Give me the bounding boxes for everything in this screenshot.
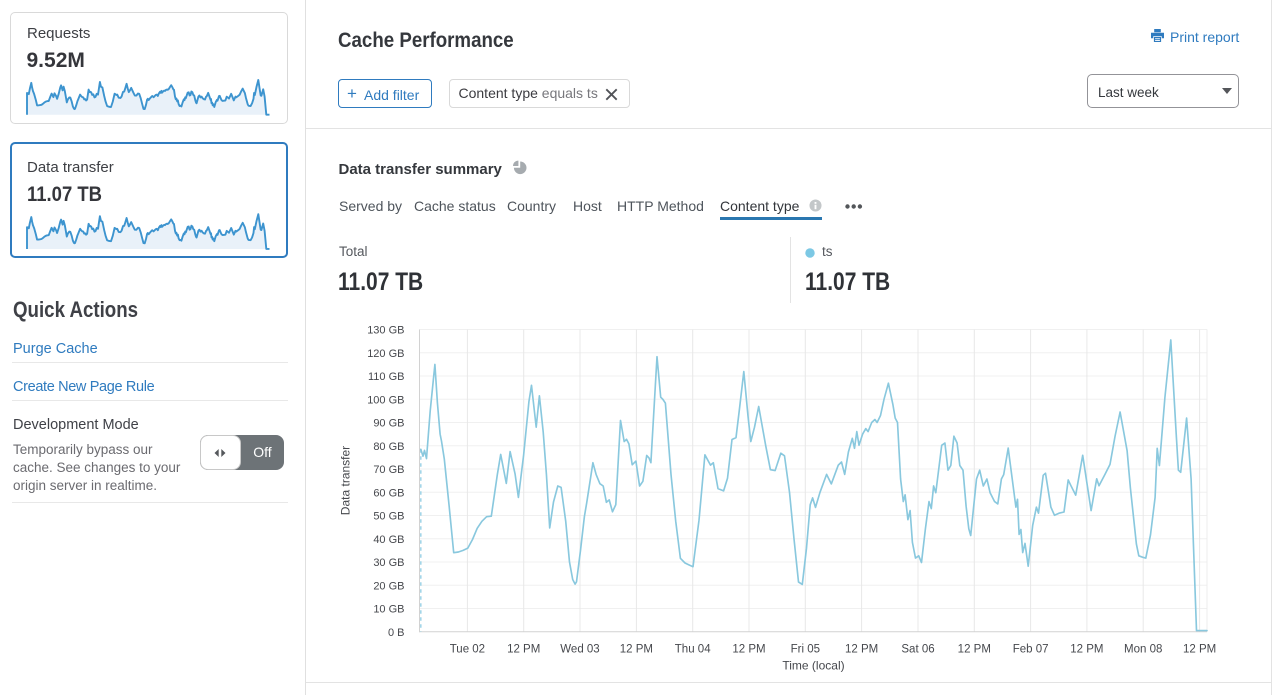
svg-text:40 GB: 40 GB bbox=[373, 534, 404, 546]
svg-text:100 GB: 100 GB bbox=[367, 394, 404, 406]
svg-text:12 PM: 12 PM bbox=[1070, 644, 1103, 656]
svg-text:12 PM: 12 PM bbox=[845, 644, 878, 656]
svg-text:Time (local): Time (local) bbox=[782, 659, 844, 673]
svg-text:Feb 07: Feb 07 bbox=[1013, 644, 1049, 656]
svg-text:110 GB: 110 GB bbox=[368, 371, 405, 383]
svg-text:Fri 05: Fri 05 bbox=[791, 644, 820, 656]
svg-text:30 GB: 30 GB bbox=[373, 557, 404, 569]
svg-text:Data transfer: Data transfer bbox=[339, 446, 353, 515]
svg-text:Tue 02: Tue 02 bbox=[450, 644, 485, 656]
svg-text:Mon 08: Mon 08 bbox=[1124, 644, 1162, 656]
svg-text:60 GB: 60 GB bbox=[373, 487, 404, 499]
svg-text:20 GB: 20 GB bbox=[373, 580, 404, 592]
svg-text:Sat 06: Sat 06 bbox=[901, 644, 934, 656]
svg-text:130 GB: 130 GB bbox=[367, 325, 404, 337]
svg-text:12 PM: 12 PM bbox=[958, 644, 991, 656]
svg-text:10 GB: 10 GB bbox=[373, 604, 404, 616]
svg-text:Wed 03: Wed 03 bbox=[560, 644, 599, 656]
svg-text:12 PM: 12 PM bbox=[620, 644, 653, 656]
svg-text:Thu 04: Thu 04 bbox=[675, 644, 711, 656]
svg-text:120 GB: 120 GB bbox=[367, 348, 404, 360]
svg-text:12 PM: 12 PM bbox=[507, 644, 540, 656]
svg-text:50 GB: 50 GB bbox=[373, 511, 404, 523]
svg-text:12 PM: 12 PM bbox=[732, 644, 765, 656]
svg-text:90 GB: 90 GB bbox=[373, 418, 404, 430]
svg-text:80 GB: 80 GB bbox=[373, 441, 404, 453]
svg-text:70 GB: 70 GB bbox=[373, 464, 404, 476]
svg-text:12 PM: 12 PM bbox=[1183, 644, 1216, 656]
svg-text:0 B: 0 B bbox=[388, 627, 405, 639]
